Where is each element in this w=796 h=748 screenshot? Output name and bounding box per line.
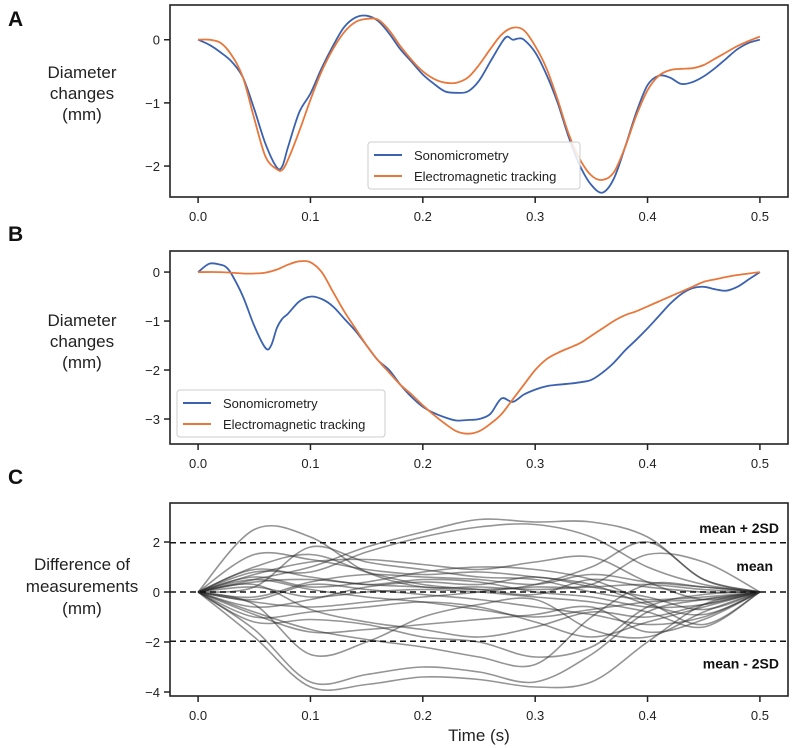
x-tick-label: 0.1 [301,209,319,224]
plot-area [197,518,761,691]
y-tick-label: 0 [153,265,160,280]
panel-letter: C [8,466,23,489]
x-tick-label: 0.4 [639,456,657,471]
y-tick-label: 2 [153,535,160,550]
x-tick-label: 0.1 [301,456,319,471]
y-tick-label: 0 [153,33,160,48]
difference-trace [197,591,761,691]
legend: Sonomicrometry Electromagnetic tracking [367,141,581,190]
x-tick-label: 0.1 [301,708,319,723]
y-tick-label: −2 [145,635,160,650]
difference-trace [197,553,760,596]
x-tick-label: 0.5 [751,456,769,471]
y-axis-label: changes [50,84,114,103]
x-tick-label: 0.3 [526,209,544,224]
x-tick-label: 0.3 [526,456,544,471]
difference-trace [197,591,761,634]
y-axis-label: Difference of [34,555,130,574]
difference-trace [198,545,760,601]
legend-box [367,141,581,190]
y-tick-label: −4 [145,685,160,700]
legend: Sonomicrometry Electromagnetic tracking [176,389,386,438]
y-axis-label: (mm) [62,353,102,372]
series-line-electromagnetic-tracking [198,260,760,435]
y-axis-label: measurements [26,577,138,596]
legend-box [176,389,386,438]
reference-line-label: mean [736,558,773,574]
y-tick-label: −1 [145,96,160,111]
series-line-sonomicrometry [197,262,761,422]
difference-trace [198,573,760,599]
panel-a: A Diameter changes (mm) 0.0 0.1 0.2 0.3 0.4 0.5 0 −… [8,4,789,224]
y-tick-label: −1 [145,314,160,329]
legend-label: Sonomicrometry [414,148,509,163]
panel-letter: B [8,223,23,246]
legend-label: Sonomicrometry [223,396,318,411]
axes-frame [169,502,789,697]
x-tick-label: 0.2 [414,456,432,471]
y-axis-label: (mm) [62,599,102,618]
reference-line-label: mean + 2SD [699,520,779,536]
y-tick-label: −2 [145,159,160,174]
legend-label: Electromagnetic tracking [414,169,556,184]
x-tick-label: 0.0 [189,456,207,471]
difference-trace [197,591,761,638]
x-tick-label: 0.5 [751,708,769,723]
reference-line-label: mean - 2SD [703,655,779,671]
x-tick-label: 0.5 [751,209,769,224]
difference-trace [198,586,761,629]
difference-trace [197,568,761,609]
panel-letter: A [8,8,23,31]
x-tick-label: 0.0 [189,209,207,224]
x-tick-label: 0.3 [526,708,544,723]
x-axis-label: Time (s) [448,726,510,745]
difference-trace [197,591,760,658]
difference-trace [197,523,761,593]
series-line-electromagnetic-tracking [198,17,761,181]
axes-frame [169,250,789,445]
x-tick-label: 0.0 [189,708,207,723]
plot-area [197,260,761,435]
panel-b: B Diameter changes (mm) 0.0 0.1 0.2 0.3 0.4 0.5 0 −… [8,223,789,471]
y-axis-label: (mm) [62,105,102,124]
y-tick-label: −3 [145,412,160,427]
plot-area [197,14,761,194]
panel-c: C Difference of measurements (mm) 0.0 0.1 0.2 0… [8,466,789,745]
axes-frame [169,4,789,198]
x-tick-label: 0.2 [414,209,432,224]
difference-trace [197,555,761,601]
x-tick-label: 0.4 [639,708,657,723]
y-axis-label: Diameter [48,63,117,82]
difference-trace [197,524,760,593]
y-tick-label: −2 [145,363,160,378]
x-tick-label: 0.4 [639,209,657,224]
y-axis-label: Diameter [48,311,117,330]
y-tick-label: 0 [153,585,160,600]
x-tick-label: 0.2 [414,708,432,723]
difference-trace [197,583,761,626]
y-axis-label: changes [50,332,114,351]
legend-label: Electromagnetic tracking [223,417,365,432]
